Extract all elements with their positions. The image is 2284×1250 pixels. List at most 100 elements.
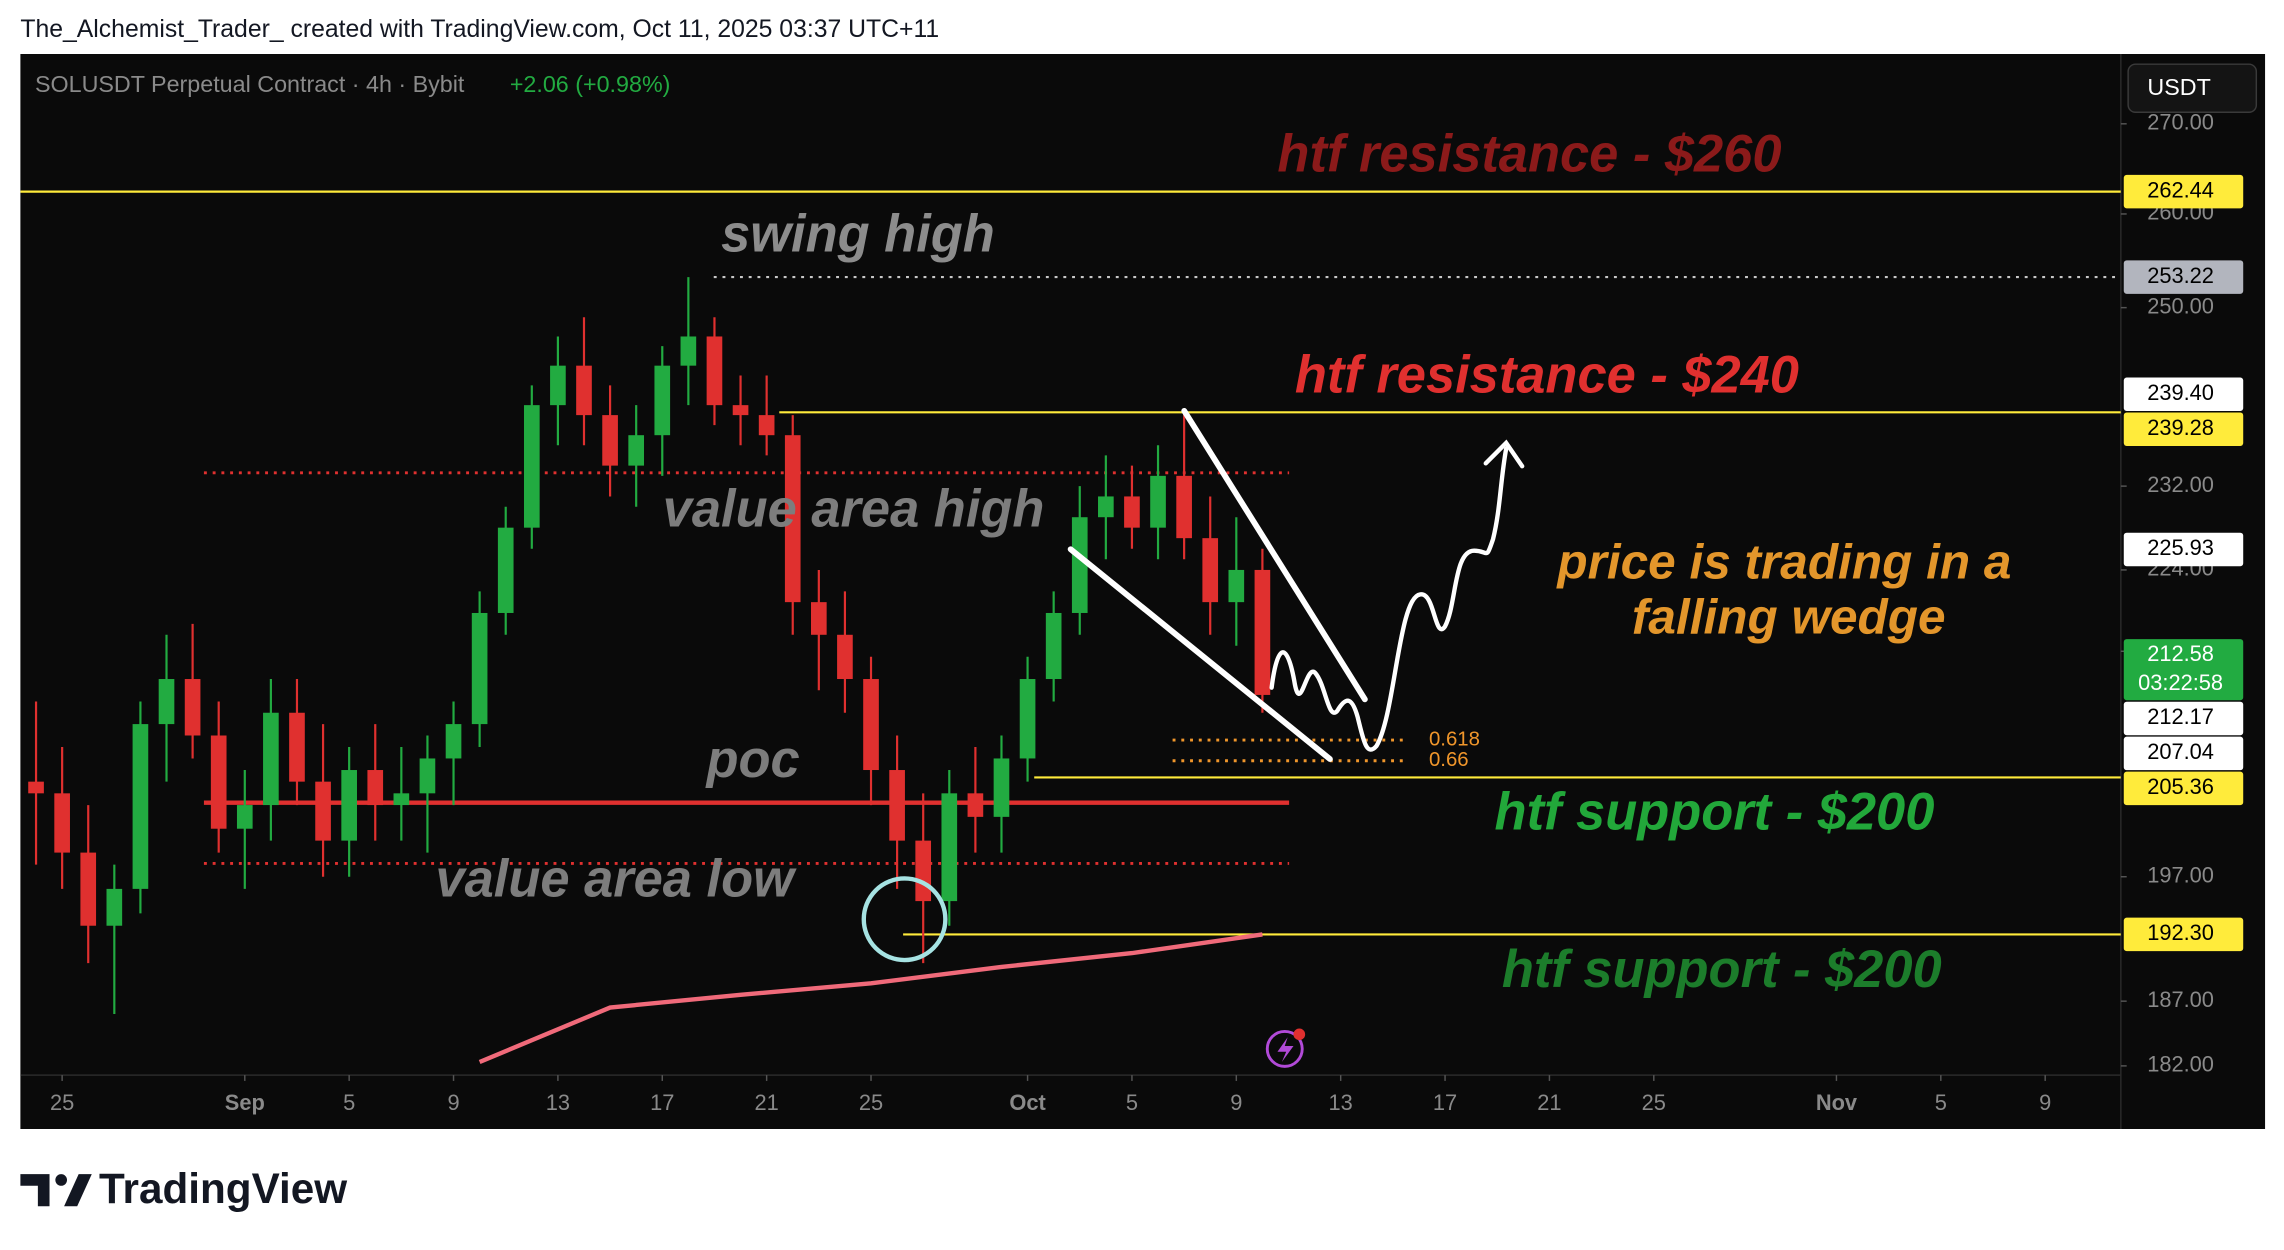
price-badge [2123,701,2244,736]
plot-layer [20,190,2121,1064]
x-tick-label: 17 [1433,1090,1457,1115]
price-badge-label: 212.58 [2147,641,2214,666]
candle-body [1071,517,1088,613]
candle-body [680,336,697,366]
projection-path [1269,446,1509,752]
price-badge-label: 262.44 [2147,177,2214,202]
candle-body [1098,496,1114,518]
candle-body [158,679,175,725]
annotation: poc [704,731,799,789]
price-label-layer: 262.44 253.22 239.40 239.28 225.93 212.58 03:2… [2123,174,2244,952]
price-badge-label: 212.17 [2147,704,2214,729]
x-tick-label: 9 [2039,1090,2051,1115]
x-tick-label: 21 [1537,1090,1561,1115]
candle-body [628,435,645,466]
y-tick-label: 250.00 [2147,293,2214,318]
annotation: htf support - $200 [1502,941,1942,999]
candle-body [497,527,514,613]
candle-body [132,724,149,889]
logo-mark-dot [55,1174,68,1186]
symbol-title: SOLUSDT Perpetual Contract · 4h · Bybit [35,71,465,97]
candle-body [315,781,331,841]
alert-dot [1293,1028,1306,1041]
currency-button[interactable] [2127,63,2258,113]
candle-body [654,365,671,436]
annotation: htf resistance - $240 [1295,347,1799,405]
brand-name: TradingView [99,1165,347,1212]
candle-body [837,634,853,680]
y-tick-label: 270.00 [2147,110,2214,135]
candle-body [1202,538,1219,603]
fib-ratio-label: 0.618 [1429,728,1480,750]
x-tick-label: 5 [1126,1090,1138,1115]
candle-body [758,415,775,436]
candle-body [210,735,227,829]
x-tick-label: 17 [650,1090,674,1115]
projection-arrowhead [1483,439,1525,469]
currency-label[interactable]: USDT [2147,74,2210,100]
candle-body [367,770,384,806]
candle-body [889,770,905,841]
annotation: swing high [721,205,995,263]
x-tick-label: Nov [1816,1090,1858,1115]
x-tick-label: 5 [343,1090,355,1115]
highlight-circle [861,876,948,963]
candle-body [419,758,436,794]
candle-body [106,888,123,926]
candle-body [28,781,44,794]
moving-average-line [478,932,1263,1064]
price-badge-label: 207.04 [2147,739,2214,764]
candle-body [523,405,540,528]
price-badge [2123,736,2244,771]
price-badge-label: 239.40 [2147,380,2214,405]
annotation: value area high [663,481,1045,539]
candle-body [915,840,932,902]
candle-body [941,793,958,902]
price-badge-label: 253.22 [2147,263,2214,288]
candle-body [602,415,618,466]
x-tick-label: 5 [1935,1090,1947,1115]
wedge-lower-line [1067,546,1333,762]
price-badge-label: 205.36 [2147,774,2214,799]
candle-body [393,793,410,806]
candle-body [263,712,279,806]
y-tick-label: 197.00 [2147,862,2214,887]
candle-body [471,612,488,725]
wedge-upper-line [1181,407,1368,703]
price-badge [2123,639,2244,701]
x-tick-label: 13 [1329,1090,1353,1115]
annotation: htf support - $200 [1495,784,1935,842]
candle-body [445,724,462,759]
attribution: The_Alchemist_Trader_ created with Tradi… [20,16,939,43]
annotation: price is trading in a [1555,534,2011,589]
candle-body [289,712,305,782]
annotation: htf resistance - $260 [1277,125,1781,183]
price-badge-label: 225.93 [2147,535,2214,560]
bar-countdown: 03:22:58 [2138,670,2223,695]
price-badge [2123,260,2244,294]
price-badge [2123,771,2244,806]
annotation: value area low [435,851,797,909]
x-tick-label: Sep [225,1090,265,1115]
fib-ratio-label: 0.66 [1429,749,1469,771]
y-tick-label: 232.00 [2147,472,2214,497]
candle-body [967,793,984,817]
candle-body [732,405,749,416]
logo-mark-slash [64,1174,92,1207]
alert-icon-bolt [1277,1037,1294,1062]
x-tick-label: 25 [50,1090,74,1115]
drawings [861,407,1525,963]
candle-body [993,758,1010,817]
y-tick-label: 187.00 [2147,987,2214,1012]
y-tick-label: 182.00 [2147,1052,2214,1077]
price-badge [2123,412,2244,446]
alert-icon[interactable] [1265,1029,1304,1068]
candle-body [54,793,70,853]
candle-body [184,679,201,736]
candle-body [576,365,592,416]
x-tick-label: 25 [859,1090,883,1115]
price-badge [2123,377,2244,411]
candle-body [1254,569,1271,695]
